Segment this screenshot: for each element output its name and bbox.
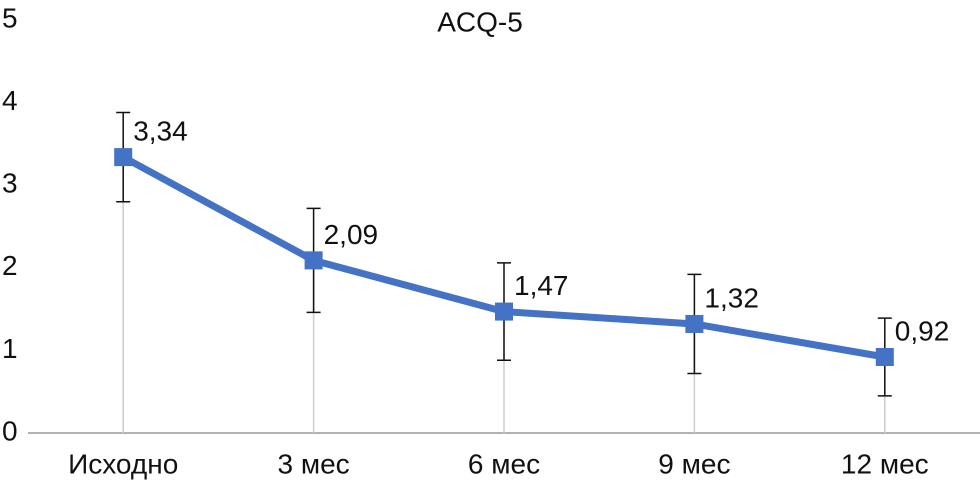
point [875,348,894,367]
data-label: 1,47 [514,270,569,301]
y-tick-label: 0 [2,415,18,446]
x-tick-label: 3 мес [278,448,350,479]
y-tick-label: 5 [2,2,18,33]
point [304,251,323,270]
data-label: 0,92 [895,315,950,346]
y-tick-label: 1 [2,333,18,364]
chart-title: ACQ-5 [437,6,523,37]
point [685,314,704,333]
data-label: 3,34 [133,116,188,147]
point [114,148,133,167]
y-tick-label: 2 [2,250,18,281]
x-tick-label: 12 мес [841,448,929,479]
point [495,302,513,321]
data-label: 2,09 [324,219,379,250]
y-tick-label: 4 [2,85,18,116]
x-tick-label: 9 мес [658,448,730,479]
x-tick-label: 6 мес [468,448,540,479]
y-tick-label: 3 [2,168,18,199]
x-tick-label: Исходно [68,448,178,479]
data-label: 1,32 [704,282,759,313]
